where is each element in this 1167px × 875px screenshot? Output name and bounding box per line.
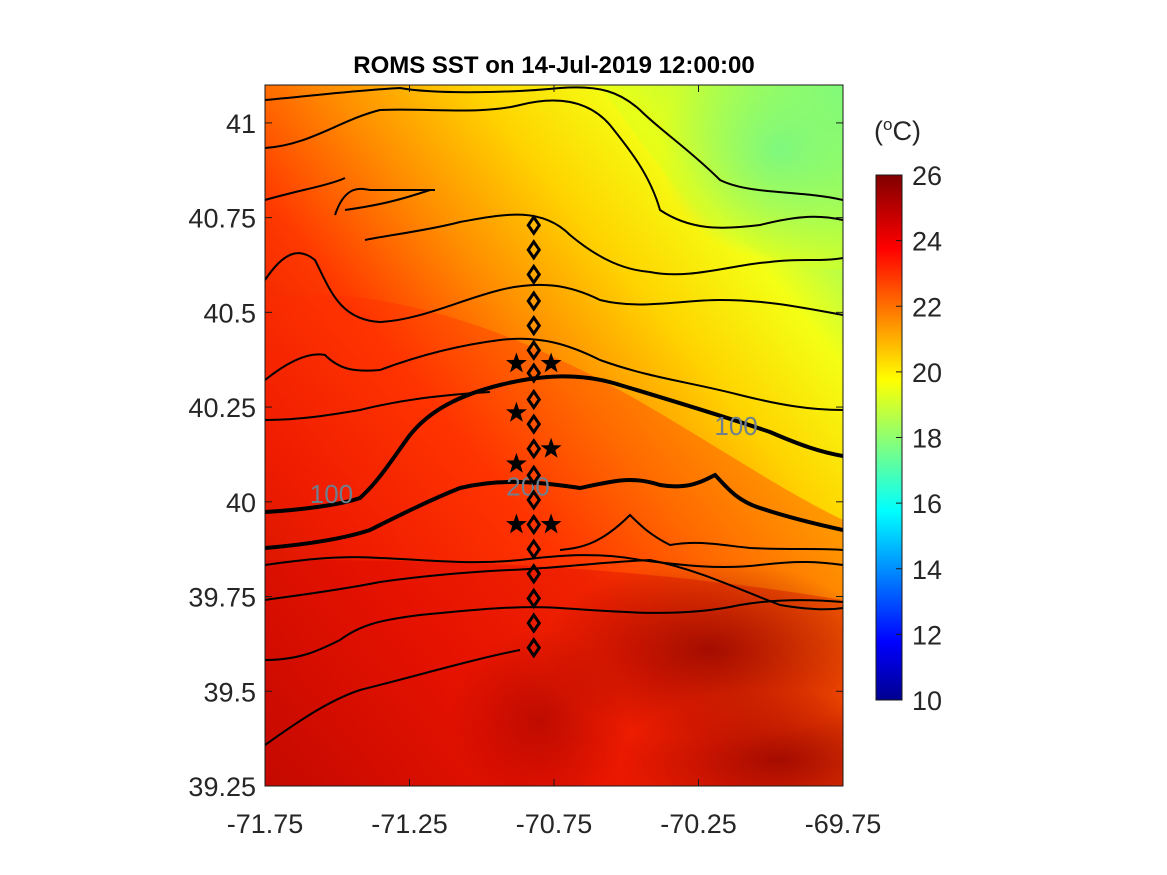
- colorbar-tick-label: 10: [912, 686, 942, 716]
- y-tick-label: 41: [226, 109, 256, 139]
- station-diamond-marker: [526, 290, 542, 312]
- station-markers: [506, 214, 562, 659]
- y-tick-label: 39.25: [188, 772, 256, 802]
- colorbar-tick-label: 18: [912, 424, 942, 454]
- y-tick-label: 40.25: [188, 393, 256, 423]
- station-diamond-marker: [526, 538, 542, 560]
- y-tick-label: 40: [226, 488, 256, 518]
- colorbar-ticks: 10 12 14 16 18 20 22 24 26: [896, 161, 942, 716]
- y-axis-tick-labels: 39.25 39.5 39.75 40 40.25 40.5 40.75 41: [188, 109, 256, 802]
- colorbar-tick-label: 22: [912, 292, 942, 322]
- x-tick-label: -71.25: [371, 809, 448, 839]
- station-diamond-marker: [526, 263, 542, 286]
- station-diamond-marker: [526, 637, 542, 659]
- colorbar-tick-label: 14: [912, 555, 942, 585]
- station-diamond-marker: [526, 388, 542, 411]
- colorbar-tick-label: 20: [912, 358, 942, 388]
- x-axis-tick-labels: -71.75 -71.25 -70.75 -70.25 -69.75: [227, 809, 882, 839]
- sst-field: [265, 85, 843, 786]
- station-diamond-marker: [526, 587, 542, 610]
- station-diamond-marker: [526, 612, 542, 634]
- station-diamond-marker: [526, 438, 542, 460]
- colorbar-tick-label: 12: [912, 620, 942, 650]
- station-star-marker: [506, 352, 527, 373]
- y-tick-label: 40.5: [203, 298, 256, 328]
- isobath-100m: [265, 374, 843, 514]
- isobath-label: 100: [310, 479, 353, 509]
- station-star-marker: [506, 513, 527, 534]
- station-star-marker: [540, 437, 562, 458]
- station-star-marker: [506, 452, 527, 473]
- y-tick-label: 40.75: [188, 204, 256, 234]
- y-tick-label: 39.5: [203, 677, 256, 707]
- station-diamond-marker: [526, 339, 542, 361]
- isobath-lines: [265, 374, 843, 550]
- x-tick-label: -70.25: [660, 809, 737, 839]
- station-diamond-marker: [526, 214, 542, 236]
- station-star-marker: [540, 513, 562, 534]
- colorbar-label: (oC): [874, 115, 921, 146]
- station-diamond-marker: [526, 464, 542, 486]
- station-diamond-marker: [526, 563, 542, 585]
- station-star-marker: [506, 401, 527, 422]
- colorbar-tick-label: 26: [912, 161, 942, 191]
- isobath-label: 100: [714, 411, 757, 441]
- isobath-200m: [265, 472, 843, 550]
- colorbar-tick-label: 16: [912, 489, 942, 519]
- x-tick-label: -71.75: [227, 809, 304, 839]
- station-diamond-marker: [526, 513, 542, 536]
- isotherm-contours: [265, 86, 843, 746]
- station-diamond-marker: [526, 489, 542, 511]
- y-tick-label: 39.75: [188, 583, 256, 613]
- station-diamond-marker: [526, 239, 542, 261]
- colorbar: 10 12 14 16 18 20 22 24 26 (oC): [874, 115, 942, 716]
- station-star-marker: [540, 352, 562, 373]
- map-title: ROMS SST on 14-Jul-2019 12:00:00: [353, 52, 754, 79]
- colorbar-tick-label: 24: [912, 227, 942, 257]
- station-diamond-marker: [526, 362, 542, 384]
- x-tick-label: -70.75: [516, 809, 593, 839]
- axis-ticks: [264, 85, 844, 787]
- station-diamond-marker: [526, 314, 542, 337]
- station-diamond-marker: [526, 413, 542, 435]
- x-tick-label: -69.75: [805, 809, 882, 839]
